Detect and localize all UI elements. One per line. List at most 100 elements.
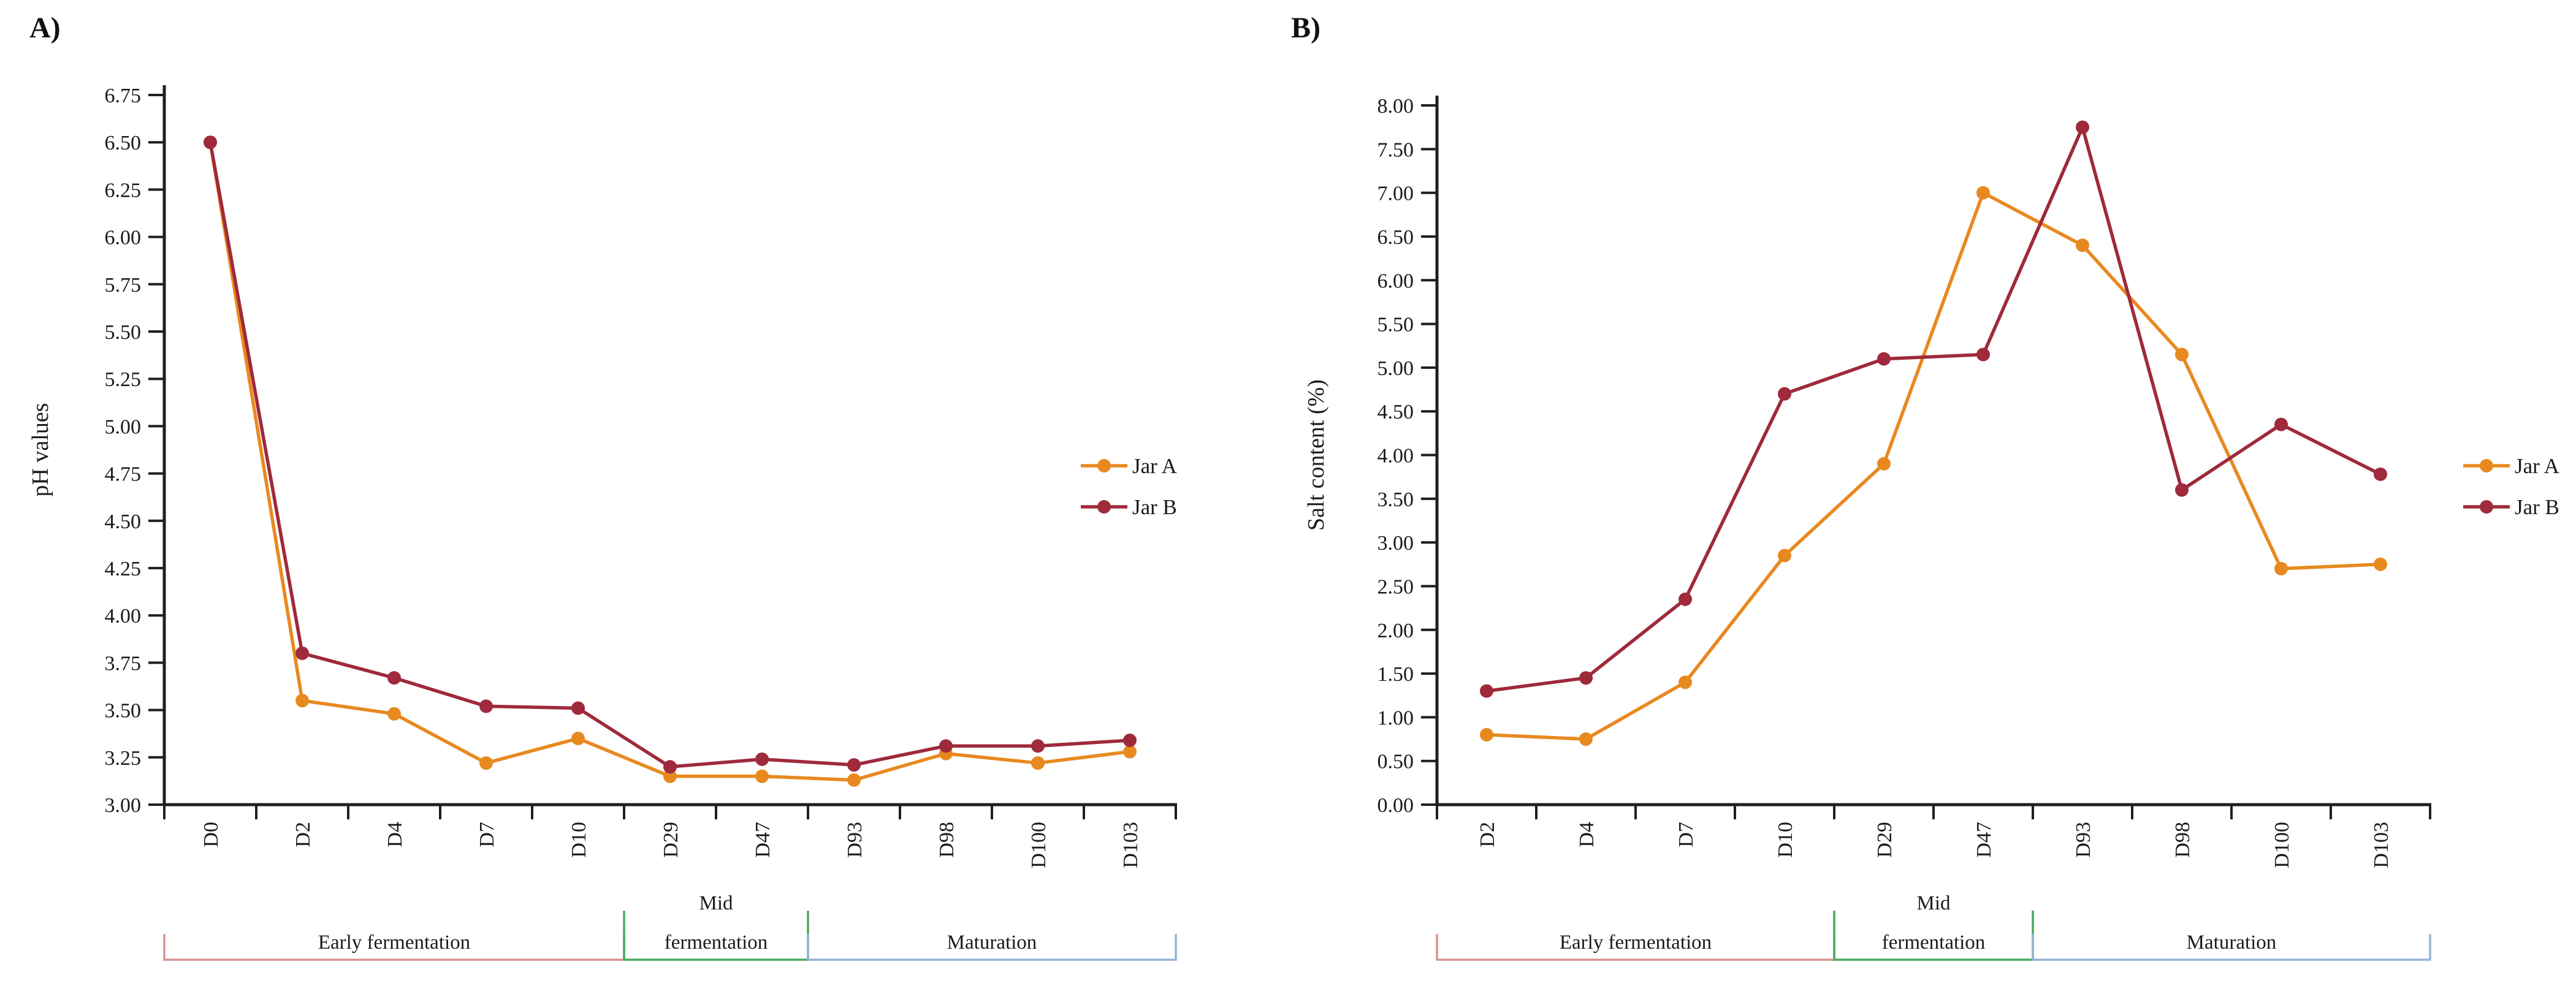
y-tick-label: 3.50 [1378,488,1414,511]
phase-label: Mid [699,892,733,914]
y-tick-label: 5.00 [1378,357,1414,380]
y-tick-label: 7.50 [1378,139,1414,161]
y-tick-label: 1.50 [1378,663,1414,686]
data-point [1976,347,1990,362]
data-point [1031,739,1045,753]
legend-label: Jar B [1132,495,1177,519]
x-tick-label: D4 [1576,822,1598,848]
data-point [479,756,493,770]
x-tick-label: D98 [936,822,958,858]
data-point [2175,347,2189,362]
y-tick-label: 6.25 [105,179,142,202]
legend-marker [2480,500,2493,514]
x-tick-label: D103 [1119,822,1142,868]
y-tick-label: 3.75 [105,652,142,675]
data-point [1877,352,1891,366]
y-tick-label: 2.00 [1378,620,1414,642]
phase-label: fermentation [665,932,768,954]
y-tick-label: 3.00 [1378,532,1414,555]
y-tick-label: 0.00 [1378,794,1414,817]
line-chart-salt: 0.00 0.50 1.00 1.50 2.00 2.50 3.00 3.50 4.00 4.50… [1303,95,2560,961]
series-line-jar-a [208,142,1130,782]
x-tick-label: D4 [384,822,406,848]
line-chart-ph: 3.00 3.25 3.50 3.75 4.00 4.25 4.50 4.75 5.00 5.25… [28,85,1178,961]
x-tick-label: D10 [568,822,590,858]
data-point [755,752,769,766]
panel-b: 0.00 0.50 1.00 1.50 2.00 2.50 3.00 3.50 4.00 4.50… [1288,0,2576,983]
x-tick-label: D100 [2271,822,2293,868]
phase-label: Maturation [2187,932,2277,954]
legend-marker [1097,459,1111,473]
phase-label: Maturation [947,932,1037,954]
data-point [2076,120,2089,134]
phase-bracket [807,934,1177,961]
data-point [1123,745,1137,759]
x-tick-label: D2 [1476,822,1499,848]
phase-label: Mid [1916,892,1951,914]
data-point [1778,387,1791,401]
x-tick-label: D29 [660,822,682,858]
data-point [1679,675,1692,689]
y-tick-label: 6.75 [105,85,142,107]
y-tick-label: 4.00 [1378,445,1414,468]
y-tick-label: 2.50 [1378,575,1414,598]
x-tick-label: D100 [1027,822,1050,868]
phase-label: Early fermentation [318,932,470,954]
data-point [387,671,401,685]
y-tick-label: 6.00 [105,227,142,249]
data-point [2374,557,2387,571]
y-tick-label: 5.50 [1378,314,1414,336]
data-point [1976,186,1990,200]
y-tick-label: 6.50 [105,132,142,154]
data-point [1480,684,1493,698]
data-point [663,769,677,783]
legend-label: Jar B [2515,495,2559,519]
data-point [1679,592,1692,606]
x-tick-label: D0 [200,822,223,848]
y-axis-title: Salt content (%) [1303,379,1329,531]
y-tick-label: 4.25 [105,558,142,580]
x-tick-label: D7 [1675,822,1698,848]
data-point [2076,238,2089,252]
x-tick-label: D98 [2171,822,2194,858]
data-point [2274,417,2288,431]
phase-bracket [2032,934,2431,961]
data-point [1579,671,1593,685]
data-point [939,739,953,753]
x-tick-label: D29 [1873,822,1896,858]
data-point [1877,457,1891,471]
data-point [1480,727,1493,742]
data-point [2374,467,2387,481]
y-tick-label: 8.00 [1378,95,1414,118]
data-point [295,694,309,708]
data-point [1778,548,1791,563]
legend-label: Jar A [1132,454,1178,478]
panel-a: 3.00 3.25 3.50 3.75 4.00 4.25 4.50 4.75 5.00 5.25… [28,85,1178,961]
y-tick-label: 4.50 [105,510,142,533]
series-line-jar-b [208,142,1130,769]
data-point [479,699,493,713]
y-tick-label: 3.25 [105,747,142,770]
panel-a-label: A) [29,12,61,44]
data-point [295,646,309,660]
data-point [2175,483,2189,497]
x-tick-label: D7 [476,822,498,848]
data-point [571,701,585,715]
x-tick-label: D2 [292,822,314,848]
x-tick-label: D103 [2370,822,2393,868]
data-point [847,758,861,772]
y-tick-label: 5.00 [105,416,142,438]
y-tick-label: 4.00 [105,605,142,628]
y-tick-label: 4.75 [105,463,142,486]
y-tick-label: 0.50 [1378,751,1414,773]
y-tick-label: 5.50 [105,321,142,344]
data-point [204,135,217,150]
data-point [663,760,677,774]
phase-label: fermentation [1882,932,1986,954]
y-tick-label: 5.75 [105,274,142,297]
x-tick-label: D93 [844,822,866,858]
data-point [847,773,861,787]
data-point [1579,732,1593,746]
series-line-jar-b [1486,125,2382,693]
x-tick-label: D93 [2072,822,2095,858]
